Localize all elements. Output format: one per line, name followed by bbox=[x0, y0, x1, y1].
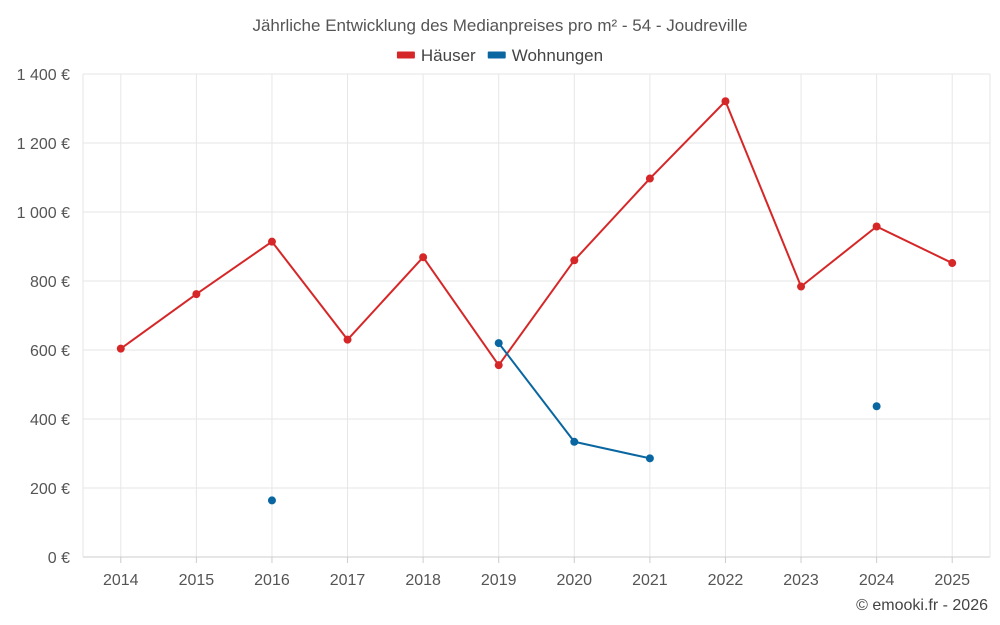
x-tick-label: 2024 bbox=[859, 572, 895, 589]
legend-label: Wohnungen bbox=[512, 46, 603, 65]
legend: Häuser Wohnungen bbox=[396, 46, 603, 65]
series-line-segment bbox=[573, 177, 651, 261]
data-point bbox=[570, 256, 579, 265]
x-tick-label: 2015 bbox=[179, 572, 215, 589]
x-tick-label: 2022 bbox=[708, 572, 744, 589]
x-tick-label: 2020 bbox=[556, 572, 592, 589]
x-tick-label: 2018 bbox=[405, 572, 441, 589]
data-point bbox=[721, 97, 730, 106]
x-tick-label: 2021 bbox=[632, 572, 668, 589]
y-tick-label: 800 € bbox=[30, 274, 70, 291]
x-tick-label: 2016 bbox=[254, 572, 290, 589]
data-point bbox=[645, 174, 654, 183]
y-tick-label: 1 000 € bbox=[17, 205, 70, 222]
x-tick-label: 2025 bbox=[934, 572, 970, 589]
series-h-user bbox=[116, 97, 957, 370]
data-point bbox=[570, 437, 579, 446]
legend-swatch bbox=[487, 51, 506, 59]
data-point bbox=[343, 335, 352, 344]
legend-item-wohnungen: Wohnungen bbox=[487, 46, 603, 65]
legend-swatch bbox=[396, 51, 415, 59]
data-point bbox=[116, 344, 125, 353]
series-line-segment bbox=[574, 440, 651, 460]
legend-item-h-user: Häuser bbox=[396, 46, 476, 65]
series-line-segment bbox=[497, 342, 576, 443]
data-point bbox=[267, 496, 276, 505]
series-line-segment bbox=[497, 259, 576, 366]
y-tick-label: 1 200 € bbox=[17, 136, 70, 153]
y-tick-label: 0 € bbox=[48, 550, 70, 567]
series-line-segment bbox=[346, 256, 424, 341]
series-layer bbox=[116, 97, 957, 505]
data-point bbox=[267, 237, 276, 246]
y-tick-label: 1 400 € bbox=[17, 67, 70, 84]
series-line-segment bbox=[876, 225, 953, 264]
series-line-segment bbox=[724, 100, 802, 287]
series-line-segment bbox=[271, 241, 349, 341]
series-line-segment bbox=[422, 256, 500, 366]
series-line-segment bbox=[195, 240, 273, 295]
data-point bbox=[872, 402, 881, 411]
legend-label: Häuser bbox=[421, 46, 476, 65]
data-point bbox=[494, 361, 503, 370]
data-point bbox=[419, 253, 428, 262]
data-point bbox=[494, 339, 503, 348]
y-tick-label: 600 € bbox=[30, 343, 70, 360]
credit-text: © emooki.fr - 2026 bbox=[856, 597, 988, 614]
series-wohnungen bbox=[267, 339, 881, 505]
y-tick-label: 400 € bbox=[30, 412, 70, 429]
grid bbox=[83, 73, 990, 557]
series-line-segment bbox=[120, 293, 197, 350]
y-tick-label: 200 € bbox=[30, 481, 70, 498]
data-point bbox=[797, 282, 806, 291]
data-point bbox=[948, 259, 957, 268]
axes: 0 € 200 € 400 € 600 € 800 € 1 000 € 1 200 € 1 4… bbox=[17, 67, 991, 589]
series-line-segment bbox=[800, 225, 878, 288]
data-point bbox=[645, 454, 654, 463]
data-point bbox=[192, 290, 201, 299]
x-tick-label: 2017 bbox=[330, 572, 366, 589]
x-tick-label: 2023 bbox=[783, 572, 819, 589]
chart-title: Jährliche Entwicklung des Medianpreises … bbox=[252, 16, 747, 35]
x-tick-label: 2019 bbox=[481, 572, 517, 589]
series-line-segment bbox=[649, 100, 727, 180]
data-point bbox=[872, 222, 881, 231]
x-tick-label: 2014 bbox=[103, 572, 139, 589]
